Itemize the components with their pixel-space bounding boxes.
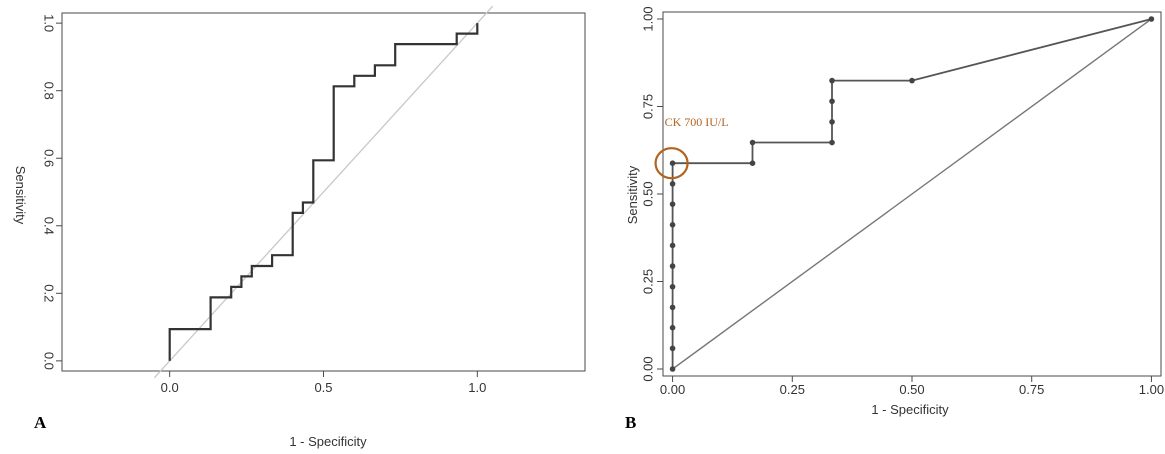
x-tick-label: 0.50 — [899, 382, 924, 397]
y-tick-label: 0.0 — [42, 352, 57, 370]
roc-point — [829, 139, 835, 146]
roc-point — [669, 222, 676, 228]
x-tick-label: 1.00 — [1139, 382, 1164, 397]
roc-point — [749, 160, 756, 166]
y-tick-label: 0.4 — [42, 217, 57, 235]
x-tick-label: 0.0 — [161, 380, 179, 395]
y-axis-title-b: Sensitivity — [625, 165, 640, 224]
roc-point — [829, 98, 835, 105]
roc-point — [669, 366, 676, 372]
x-axis-title-a: 1 - Specificity — [289, 434, 367, 449]
cutoff-highlight-circle — [654, 147, 689, 180]
roc-panel-a: 0.0 0.5 1.0 0.0 0.2 0.4 0.6 0.8 1.0 1 - Specifi… — [13, 5, 586, 449]
x-tick-label: 0.00 — [660, 382, 685, 397]
roc-point — [669, 263, 676, 269]
roc-point — [749, 139, 756, 146]
y-tick-label: 0.50 — [640, 181, 655, 206]
roc-point — [909, 77, 915, 84]
x-axis-ticks-a: 0.0 0.5 1.0 — [161, 371, 486, 395]
roc-curve-a — [168, 23, 479, 361]
y-tick-label: 0.8 — [42, 82, 57, 100]
x-tick-label: 0.25 — [780, 382, 805, 397]
y-axis-title-a: Sensitivity — [13, 166, 28, 225]
y-tick-label: 0.75 — [640, 94, 655, 119]
roc-point — [669, 242, 676, 249]
roc-point — [829, 119, 835, 125]
y-tick-label: 0.25 — [640, 269, 655, 294]
roc-point — [669, 283, 676, 290]
roc-point — [669, 160, 676, 166]
y-tick-label: 1.0 — [42, 14, 57, 32]
panel-label-b: B — [625, 413, 636, 432]
roc-point — [669, 201, 676, 207]
x-tick-label: 0.75 — [1019, 382, 1044, 397]
x-tick-label: 0.5 — [314, 380, 332, 395]
roc-point — [669, 181, 676, 187]
roc-point — [669, 345, 676, 352]
roc-panel-b: 0.00 0.25 0.50 0.75 1.00 0.00 0.25 0.50 0.75 1.0… — [625, 6, 1164, 432]
panel-label-a: A — [34, 413, 47, 432]
reference-diagonal-b — [672, 18, 1152, 370]
x-axis-ticks-b: 0.00 0.25 0.50 0.75 1.00 — [660, 376, 1164, 397]
x-tick-label: 1.0 — [468, 380, 486, 395]
roc-point — [1148, 16, 1155, 22]
x-axis-title-b: 1 - Specificity — [871, 402, 949, 417]
roc-point — [829, 77, 835, 84]
roc-points-b — [669, 16, 1155, 372]
y-tick-label: 0.00 — [640, 356, 655, 381]
roc-point — [669, 304, 676, 311]
y-tick-label: 1.00 — [640, 6, 655, 31]
y-axis-ticks-a: 0.0 0.2 0.4 0.6 0.8 1.0 — [42, 14, 62, 370]
reference-diagonal-a — [153, 5, 494, 379]
cutoff-annotation: CK 700 IU/L — [665, 115, 729, 129]
y-axis-ticks-b: 0.00 0.25 0.50 0.75 1.00 — [640, 6, 663, 382]
roc-point — [669, 324, 676, 331]
y-tick-label: 0.6 — [42, 149, 57, 167]
y-tick-label: 0.2 — [42, 284, 57, 302]
